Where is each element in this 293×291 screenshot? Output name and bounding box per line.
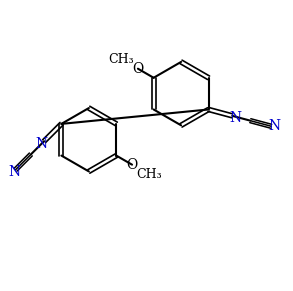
Text: N: N [8,165,20,179]
Text: N: N [36,137,48,151]
Text: O: O [132,62,144,76]
Text: CH₃: CH₃ [136,168,161,181]
Text: O: O [126,158,138,172]
Text: N: N [268,119,280,133]
Text: CH₃: CH₃ [108,53,134,65]
Text: N: N [229,111,241,125]
